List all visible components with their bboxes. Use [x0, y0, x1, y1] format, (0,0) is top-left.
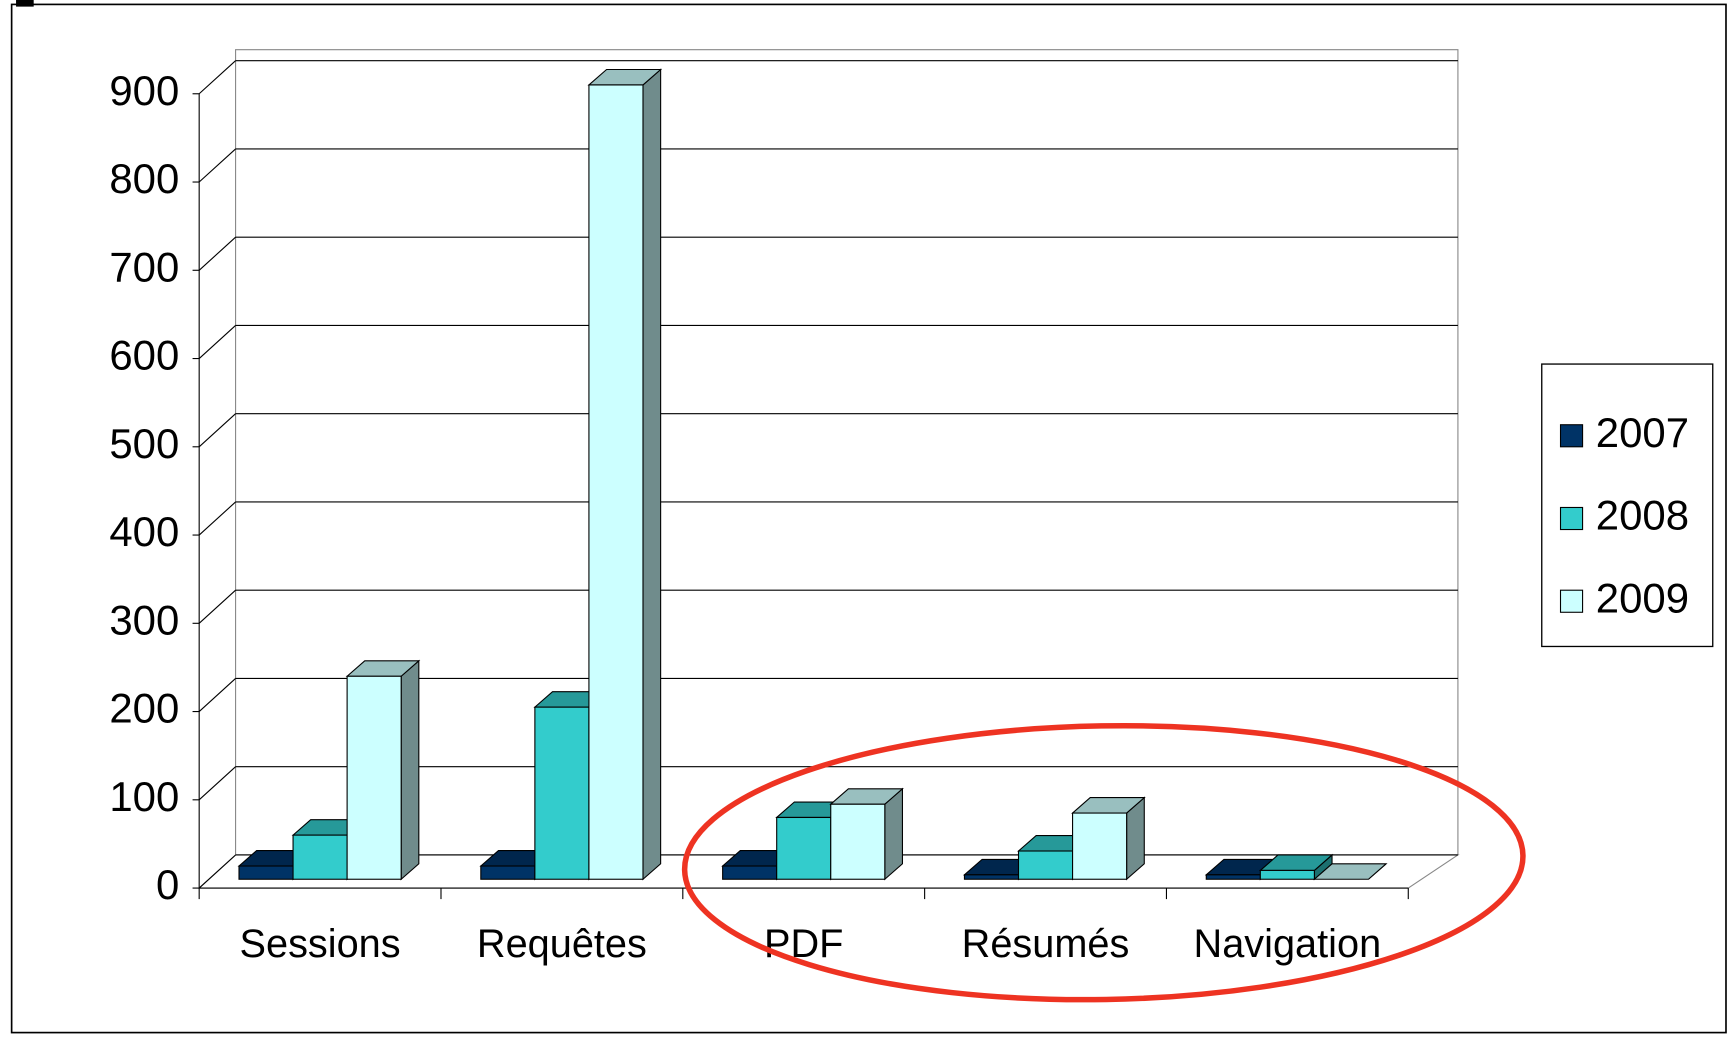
- bar-front: [1017, 850, 1074, 880]
- legend-label: 2009: [1596, 574, 1689, 621]
- y-tick-label: 900: [109, 67, 179, 114]
- side-grid-line: [198, 854, 236, 889]
- bar-front: [346, 675, 402, 880]
- highlight-ellipse: [681, 722, 1526, 1003]
- y-tick-label: 100: [109, 773, 179, 820]
- bar-front: [588, 84, 644, 880]
- legend-swatch: [1559, 424, 1584, 448]
- bar-front: [534, 706, 590, 880]
- bar: [345, 659, 421, 881]
- bar: [1258, 853, 1334, 881]
- y-tick-label: 400: [109, 508, 179, 555]
- legend-swatch: [1559, 506, 1584, 531]
- legend-label: 2007: [1596, 409, 1689, 456]
- y-tick-label: 500: [109, 420, 179, 467]
- bar: [829, 787, 904, 881]
- side-grid-line: [198, 589, 236, 624]
- side-grid-line: [198, 501, 236, 536]
- x-tick-label: Résumés: [962, 922, 1130, 966]
- bar-front: [480, 865, 536, 880]
- y-tick-label: 200: [109, 685, 179, 732]
- y-tick-label: 800: [109, 155, 179, 202]
- x-tick-label: Sessions: [240, 922, 401, 966]
- side-grid-line: [198, 236, 236, 271]
- x-tick-label: Requêtes: [477, 922, 647, 966]
- bar-side: [400, 659, 420, 881]
- bar-front: [722, 865, 778, 880]
- legend-label: 2008: [1596, 492, 1689, 539]
- bar-front: [776, 816, 832, 880]
- y-tick-label: 300: [109, 596, 179, 643]
- bar: [587, 68, 663, 881]
- bar-side: [642, 68, 662, 881]
- x-tick-label: PDF: [764, 922, 843, 966]
- legend-swatch: [1559, 589, 1584, 613]
- bar-front: [292, 834, 348, 880]
- side-grid-line: [198, 766, 236, 801]
- bar-front: [238, 865, 294, 880]
- cropped-text-fragment: [16, 0, 34, 7]
- bar-front: [830, 803, 886, 880]
- side-grid-line: [198, 678, 236, 712]
- bar-front: [1072, 812, 1128, 880]
- x-tick-label: Navigation: [1194, 922, 1382, 966]
- bar-front: [963, 874, 1020, 880]
- y-tick-label: 600: [109, 332, 179, 379]
- plot-area: 0 100 200 300 400 500 600 700 800 900 Sessions Requ…: [109, 49, 1460, 966]
- side-grid-line: [198, 148, 236, 183]
- bar: [1071, 796, 1146, 881]
- bar: [1312, 863, 1388, 880]
- side-grid-line: [198, 413, 236, 448]
- y-tick-label: 700: [109, 243, 179, 290]
- bar-front: [1259, 869, 1315, 880]
- y-tick-label: 0: [156, 861, 179, 908]
- side-grid-line: [198, 60, 236, 95]
- side-grid-line: [198, 325, 236, 359]
- bar-top: [1312, 863, 1388, 880]
- bar-front: [1205, 874, 1261, 880]
